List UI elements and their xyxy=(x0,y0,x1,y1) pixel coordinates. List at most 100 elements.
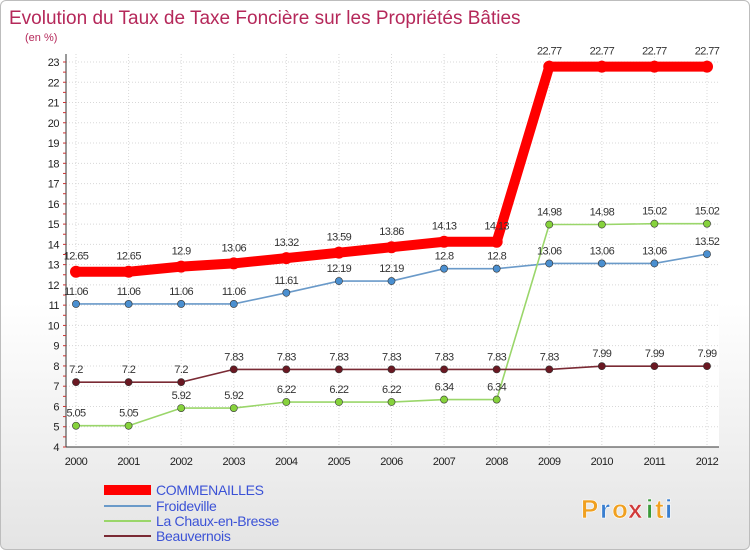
data-label: 13.06 xyxy=(642,245,667,257)
series-point xyxy=(72,421,80,430)
series-point xyxy=(282,288,291,297)
y-tick-label: 7 xyxy=(53,381,59,393)
series-point xyxy=(650,362,659,371)
data-label: 22.77 xyxy=(642,46,667,58)
y-tick-label: 20 xyxy=(48,118,60,130)
series-point xyxy=(545,365,554,374)
data-label: 7.83 xyxy=(382,351,401,363)
series-point xyxy=(70,265,82,278)
series-point xyxy=(650,259,659,268)
y-tick-label: 12 xyxy=(48,280,60,292)
data-label: 12.9 xyxy=(172,246,191,258)
series-point xyxy=(124,378,133,387)
y-tick-label: 17 xyxy=(48,179,60,191)
logo-letter: P xyxy=(581,494,599,524)
data-label: 22.77 xyxy=(590,46,615,58)
series-point xyxy=(597,259,606,268)
series-point xyxy=(387,398,396,406)
data-label: 6.34 xyxy=(487,382,506,394)
series-point xyxy=(229,404,238,412)
data-label: 15.02 xyxy=(642,206,667,218)
data-label: 7.99 xyxy=(592,348,611,360)
chart-subtitle: (en %) xyxy=(25,32,57,44)
data-label: 11.06 xyxy=(64,286,88,298)
series-point xyxy=(492,365,501,374)
series-point xyxy=(282,365,291,374)
x-tick-label: 2004 xyxy=(275,456,298,468)
series-point xyxy=(703,362,711,371)
data-label: 13.52 xyxy=(695,236,720,248)
data-label: 15.02 xyxy=(695,206,720,218)
series-point xyxy=(72,300,80,308)
data-label: 6.22 xyxy=(277,384,296,396)
data-label: 12.8 xyxy=(435,251,454,263)
y-tick-label: 9 xyxy=(53,341,59,353)
y-tick-label: 15 xyxy=(48,219,60,231)
x-tick-label: 2012 xyxy=(696,456,719,468)
series-point xyxy=(177,378,186,387)
data-label: 5.92 xyxy=(172,390,191,402)
y-tick-label: 11 xyxy=(49,300,60,312)
series-point xyxy=(227,257,240,270)
x-tick-label: 2008 xyxy=(485,456,508,468)
data-label: 14.98 xyxy=(537,207,562,219)
chart-title: Evolution du Taux de Taxe Foncière sur l… xyxy=(9,8,521,29)
series-point xyxy=(597,220,606,229)
series-point xyxy=(701,60,713,73)
logo-letter: i xyxy=(665,494,673,524)
y-tick-label: 18 xyxy=(48,158,60,170)
series-point xyxy=(229,300,238,308)
series-point xyxy=(332,246,345,259)
series-point xyxy=(492,264,501,273)
series-point xyxy=(597,362,606,371)
series-point xyxy=(545,220,554,229)
data-label: 12.8 xyxy=(487,251,506,263)
data-label: 6.34 xyxy=(435,382,454,394)
x-tick-label: 2003 xyxy=(223,456,246,468)
series-point xyxy=(280,252,293,265)
data-label: 13.06 xyxy=(221,242,246,254)
logo-letter: x xyxy=(628,494,643,524)
series-point xyxy=(122,265,135,278)
x-tick-label: 2009 xyxy=(538,456,561,468)
data-label: 7.83 xyxy=(435,351,454,363)
axis-layer: 4 5 6 7 8 9 10 11 12 13 14 15 16 17 18 19 20 21 22 23 2000 20… xyxy=(48,54,719,468)
series-point xyxy=(440,264,448,273)
x-tick-label: 2006 xyxy=(380,456,403,468)
series-point xyxy=(543,60,556,73)
data-label: 5.05 xyxy=(66,408,85,420)
series-point xyxy=(124,421,133,430)
logo-letter: o xyxy=(612,494,629,524)
series-point xyxy=(490,235,503,248)
y-tick-label: 16 xyxy=(48,199,60,211)
series-point xyxy=(492,395,501,404)
y-tick-label: 6 xyxy=(53,401,59,413)
data-label: 22.77 xyxy=(695,46,720,58)
logo-letter: i xyxy=(646,494,654,524)
data-label: 6.22 xyxy=(329,384,348,396)
data-label: 7.99 xyxy=(645,348,664,360)
legend-label: La Chaux-en-Bresse xyxy=(156,513,280,529)
data-label: 7.83 xyxy=(540,351,559,363)
data-label: 7.2 xyxy=(69,364,83,376)
y-tick-label: 13 xyxy=(48,260,60,272)
data-label: 5.05 xyxy=(119,408,138,420)
data-label: 7.83 xyxy=(487,351,506,363)
logo-letter: r xyxy=(600,494,611,524)
x-tick-label: 2011 xyxy=(644,456,666,468)
series-point xyxy=(387,365,396,374)
x-tick-label: 2002 xyxy=(170,456,193,468)
series-point xyxy=(545,259,554,268)
series-point xyxy=(595,60,608,73)
series-point xyxy=(648,60,661,73)
series-point xyxy=(335,365,343,374)
series-point xyxy=(124,300,133,308)
series-point xyxy=(229,365,238,374)
series-point xyxy=(282,398,291,406)
series-point xyxy=(703,219,711,228)
y-tick-label: 5 xyxy=(53,422,59,434)
data-label: 12.19 xyxy=(327,263,352,275)
